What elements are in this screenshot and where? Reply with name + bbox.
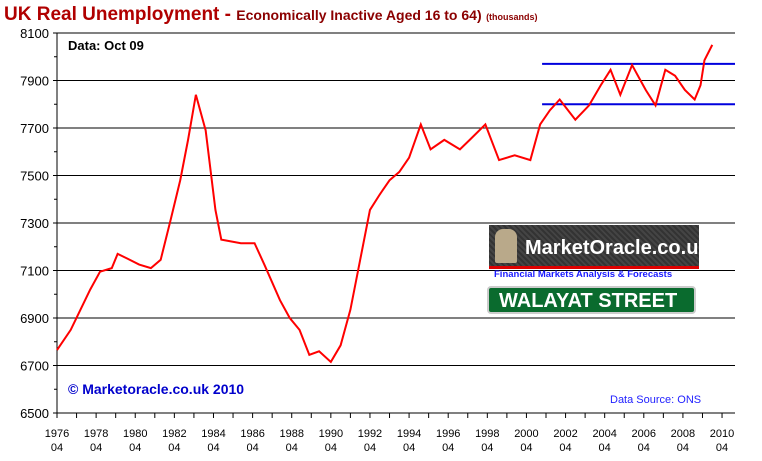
y-tick-label: 8100 — [20, 26, 49, 41]
x-tick-label: 1978 — [84, 428, 108, 440]
x-tick-sublabel: 04 — [90, 442, 102, 454]
y-tick-label: 7700 — [20, 121, 49, 136]
y-tick-label: 6900 — [20, 311, 49, 326]
x-tick-label: 1982 — [162, 428, 186, 440]
x-tick-label: 2010 — [710, 428, 734, 440]
x-tick-sublabel: 04 — [442, 442, 454, 454]
data-date-label: Data: Oct 09 — [68, 38, 144, 53]
series-line — [56, 44, 714, 364]
y-tick-label: 7300 — [20, 216, 49, 231]
x-tick-sublabel: 04 — [481, 442, 493, 454]
x-tick-sublabel: 04 — [168, 442, 180, 454]
x-tick-label: 2002 — [553, 428, 577, 440]
x-tick-sublabel: 04 — [286, 442, 298, 454]
x-tick-sublabel: 04 — [129, 442, 141, 454]
y-tick-label: 6500 — [20, 406, 49, 421]
x-tick-sublabel: 04 — [246, 442, 258, 454]
title-sub: Economically Inactive Aged 16 to 64) — [236, 7, 482, 23]
statue-icon — [495, 229, 517, 263]
y-tick-label: 7900 — [20, 74, 49, 89]
x-tick-label: 2004 — [592, 428, 616, 440]
x-tick-sublabel: 04 — [207, 442, 219, 454]
logo-tagline: Financial Markets Analysis & Forecasts — [494, 269, 673, 280]
x-tick-label: 2006 — [632, 428, 656, 440]
x-tick-label: 1996 — [436, 428, 460, 440]
x-tick-label: 1998 — [475, 428, 499, 440]
x-tick-label: 1990 — [319, 428, 343, 440]
x-tick-sublabel: 04 — [559, 442, 571, 454]
marketoracle-logo: MarketOracle.co.uk — [489, 225, 710, 269]
x-tick-label: 2008 — [671, 428, 695, 440]
x-tick-label: 1984 — [201, 428, 225, 440]
x-tick-label: 1976 — [45, 428, 69, 440]
x-tick-sublabel: 04 — [520, 442, 532, 454]
x-tick-sublabel: 04 — [364, 442, 376, 454]
title-main: UK Real Unemployment - — [4, 4, 237, 25]
x-tick-label: 1980 — [123, 428, 147, 440]
y-tick-label: 7500 — [20, 169, 49, 184]
x-tick-sublabel: 04 — [403, 442, 415, 454]
y-tick-label: 6700 — [20, 359, 49, 374]
walayat-street-logo: WALAYAT STREET — [487, 286, 696, 314]
data-source-label: Data Source: ONS — [610, 394, 701, 406]
x-tick-sublabel: 04 — [638, 442, 650, 454]
x-tick-label: 1986 — [240, 428, 264, 440]
x-tick-sublabel: 04 — [51, 442, 63, 454]
x-tick-label: 2000 — [514, 428, 538, 440]
x-tick-label: 1992 — [358, 428, 382, 440]
chart-title: UK Real Unemployment - Economically Inac… — [4, 4, 538, 26]
x-tick-sublabel: 04 — [599, 442, 611, 454]
x-tick-label: 1988 — [279, 428, 303, 440]
x-tick-sublabel: 04 — [716, 442, 728, 454]
x-tick-sublabel: 04 — [677, 442, 689, 454]
copyright-label: © Marketoracle.co.uk 2010 — [68, 381, 244, 397]
x-tick-sublabel: 04 — [325, 442, 337, 454]
x-tick-label: 1994 — [397, 428, 421, 440]
unit-note: (thousands) — [486, 12, 538, 22]
y-tick-label: 7100 — [20, 264, 49, 279]
